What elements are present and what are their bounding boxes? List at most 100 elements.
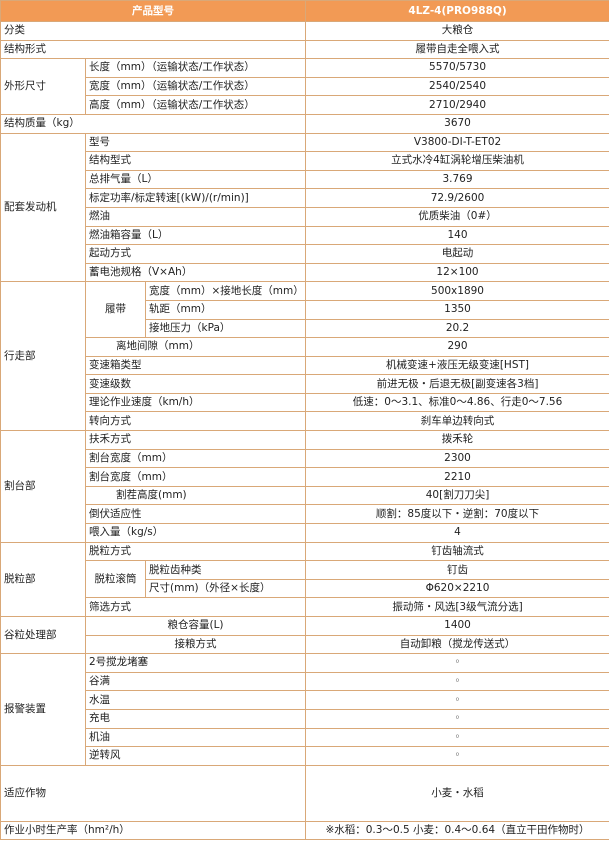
table-cell: 290: [305, 337, 609, 357]
table-cell: 谷粒处理部: [0, 615, 86, 655]
table-cell: 3.769: [305, 169, 609, 190]
table-row: 理论作业速度（km/h） 低速：0～3.1、标准0～4.86、行走0～7.56: [1, 392, 609, 413]
table-row: 轨距（mm） 1350: [1, 299, 609, 320]
table-row: 转向方式 刹车单边转向式: [1, 411, 609, 432]
table-cell: 大粮仓: [305, 21, 609, 41]
table-row: 配套发动机 型号 V3800-DI-T-ET02: [0, 132, 609, 283]
table-cell: 燃油箱容量（L）: [84, 225, 307, 246]
table-cell: 谷满: [84, 671, 307, 692]
table-cell: 12×100: [305, 262, 609, 283]
table-row: 变速箱类型 机械变速+液压无级变速[HST]: [1, 355, 609, 376]
table-cell: 作业小时生产率（hm²/h）: [0, 820, 307, 841]
table-cell: ◦: [305, 690, 609, 710]
table-cell: 1350: [305, 299, 609, 320]
table-row: 结构型式 立式水冷4缸涡轮增压柴油机: [1, 151, 609, 171]
table-cell: 粮仓容量(L): [84, 616, 307, 636]
table-cell: 2210: [305, 467, 609, 487]
table-row: 外形尺寸 长度（mm）（运输状态/工作状态） 5570/5730: [0, 58, 609, 115]
table-row: 谷粒处理部 粮仓容量(L) 1400: [0, 615, 609, 655]
table-cell: 2300: [305, 448, 609, 469]
table-cell: 型号: [84, 132, 307, 153]
table-cell: Φ620×2210: [305, 578, 609, 599]
table-row: 谷满 ◦: [1, 671, 609, 692]
table-cell: ◦: [305, 727, 609, 748]
table-row: 行走部 履带 宽度（mm）×接地长度（mm） 500x1890: [0, 281, 609, 432]
table-cell: 充电: [84, 708, 307, 729]
table-cell: ◦: [305, 653, 609, 673]
table-row: 机油 ◦: [1, 727, 609, 748]
table-cell: 产品型号: [0, 0, 307, 22]
table-cell: 尺寸(mm)（外径×长度）: [144, 578, 307, 599]
table-cell: ◦: [305, 746, 609, 766]
table-cell: 喂入量（kg/s）: [84, 523, 307, 543]
table-cell: 72.9/2600: [305, 188, 609, 208]
table-cell: 4: [305, 523, 609, 543]
table-cell: 立式水冷4缸涡轮增压柴油机: [305, 151, 609, 171]
table-cell: 结构形式: [0, 39, 307, 60]
table-row: 结构形式 履带自走全喂入式: [0, 39, 609, 60]
table-cell: 割茬高度(mm): [84, 485, 307, 506]
table-cell: 结构型式: [84, 151, 307, 171]
table-cell: 筛选方式: [84, 597, 307, 617]
table-cell: 报警装置: [0, 653, 86, 766]
table-cell: 机油: [84, 727, 307, 748]
table-row: 燃油箱容量（L） 140: [1, 225, 609, 246]
table-cell: 逆转风: [84, 746, 307, 766]
table-cell: 电起动: [305, 244, 609, 264]
table-cell: 割台宽度（mm）: [84, 467, 307, 487]
table-cell: 适应作物: [0, 764, 307, 822]
table-cell: 脱粒部: [0, 541, 86, 618]
table-cell: 理论作业速度（km/h）: [84, 392, 307, 413]
table-row: 报警装置 2号搅龙堵塞 ◦: [0, 653, 609, 766]
table-row: 高度（mm）（运输状态/工作状态） 2710/2940: [1, 95, 609, 115]
table-row: 离地间隙（mm） 290: [1, 337, 609, 357]
table-cell: 标定功率/标定转速[(kW)/(r/min)]: [84, 188, 307, 208]
table-row: 充电 ◦: [1, 708, 609, 729]
table-row: 逆转风 ◦: [1, 746, 609, 766]
table-cell: 20.2: [305, 318, 609, 339]
table-cell: 高度（mm）（运输状态/工作状态）: [84, 95, 307, 115]
table-row: 结构质量（kg） 3670: [0, 113, 609, 134]
table-row: 蓄电池规格（V×Ah） 12×100: [1, 262, 609, 283]
table-cell: 自动卸粮（搅龙传送式）: [305, 634, 609, 655]
table-cell: 前进无极・后退无极[副变速各3档]: [305, 374, 609, 394]
table-cell: 宽度（mm）×接地长度（mm）: [144, 281, 307, 301]
table-row: 标定功率/标定转速[(kW)/(r/min)] 72.9/2600: [1, 188, 609, 208]
table-row: 水温 ◦: [1, 690, 609, 710]
table-cell: 转向方式: [84, 411, 307, 432]
table-cell: 总排气量（L）: [84, 169, 307, 190]
table-cell: 低速：0～3.1、标准0～4.86、行走0～7.56: [305, 392, 609, 413]
table-cell: ◦: [305, 708, 609, 729]
table-row: 割茬高度(mm) 40[割刀刀尖]: [1, 485, 609, 506]
table-cell: ※水稻：0.3～0.5 小麦：0.4～0.64（直立干田作物时）: [305, 820, 609, 841]
table-cell: 起动方式: [84, 244, 307, 264]
table-row: 倒伏适应性 顺割：85度以下・逆割：70度以下: [1, 504, 609, 525]
table-cell: 行走部: [0, 281, 86, 432]
table-row: 燃油 优质柴油（0#）: [1, 206, 609, 227]
table-row: 适应作物 小麦・水稻: [0, 764, 609, 822]
table-cell: 2540/2540: [305, 76, 609, 97]
table-cell: 变速箱类型: [84, 355, 307, 376]
table-cell: 接粮方式: [84, 634, 307, 655]
table-cell: 分类: [0, 21, 307, 41]
table-cell: 扶禾方式: [84, 430, 307, 450]
table-cell: 脱粒齿种类: [144, 560, 307, 580]
table-cell: 外形尺寸: [0, 58, 86, 115]
table-row: 接地压力（kPa） 20.2: [1, 318, 609, 339]
table-cell: 拨禾轮: [305, 430, 609, 450]
table-cell: 3670: [305, 113, 609, 134]
table-cell: 离地间隙（mm）: [84, 337, 307, 357]
table-cell: 2710/2940: [305, 95, 609, 115]
table-cell: 宽度（mm）（运输状态/工作状态）: [84, 76, 307, 97]
table-row: 变速级数 前进无极・后退无极[副变速各3档]: [1, 374, 609, 394]
table-cell: 水温: [84, 690, 307, 710]
table-cell: 倒伏适应性: [84, 504, 307, 525]
table-row: 筛选方式 振动筛・风选[3级气流分选]: [1, 597, 609, 617]
table-row: 脱粒滚筒 脱粒齿种类 钉齿: [1, 560, 609, 599]
table-cell: V3800-DI-T-ET02: [305, 132, 609, 153]
table-row: 总排气量（L） 3.769: [1, 169, 609, 190]
table-cell: 轨距（mm）: [144, 299, 307, 320]
table-cell: 钉齿: [305, 560, 609, 580]
